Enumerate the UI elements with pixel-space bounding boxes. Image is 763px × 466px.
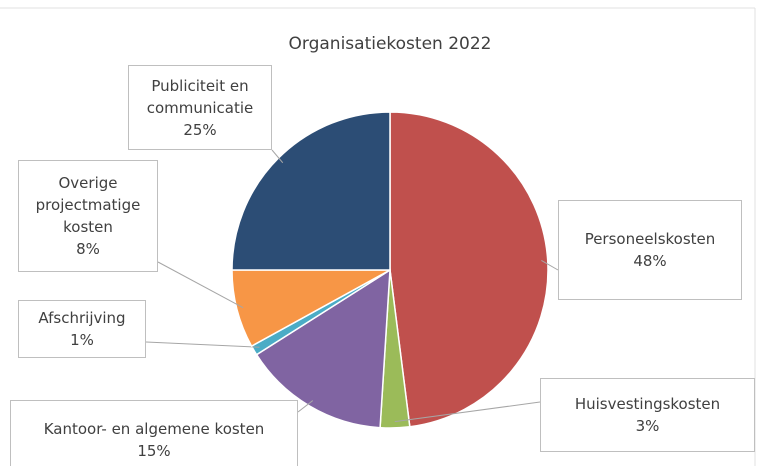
label-category: Huisvestingskosten — [574, 395, 721, 413]
pie-slice — [255, 268, 391, 429]
leader-line — [157, 261, 244, 309]
label-value: 48% — [633, 252, 667, 270]
label-value: 25% — [183, 120, 217, 139]
pie-slice — [231, 111, 391, 271]
pie-slice — [389, 111, 549, 428]
data-label: Personeelskosten 48% — [558, 200, 742, 300]
data-label: Overige projectmatige kosten 8% — [18, 160, 158, 272]
leader-line — [271, 149, 284, 164]
leader-line — [394, 401, 541, 423]
label-category: Publiciteit en communicatie — [146, 76, 254, 117]
leader-line — [297, 400, 314, 413]
label-category: Personeelskosten — [584, 230, 716, 248]
chart-title: Organisatiekosten 2022 — [288, 34, 492, 54]
label-category: Afschrijving — [38, 309, 126, 327]
label-category: Kantoor- en algemene kosten — [43, 420, 265, 438]
data-label: Kantoor- en algemene kosten 15% — [10, 400, 298, 466]
data-label: Afschrijving 1% — [18, 300, 146, 358]
label-value: 8% — [76, 240, 100, 258]
label-value: 15% — [137, 442, 171, 460]
label-category: Overige projectmatige kosten — [35, 174, 141, 236]
label-value: 3% — [635, 417, 660, 435]
data-label: Publiciteit en communicatie 25% — [128, 65, 272, 150]
data-label: Huisvestingskosten 3% — [540, 378, 755, 452]
leader-line — [541, 260, 559, 271]
leader-line — [145, 341, 260, 348]
label-value: 1% — [70, 331, 94, 349]
